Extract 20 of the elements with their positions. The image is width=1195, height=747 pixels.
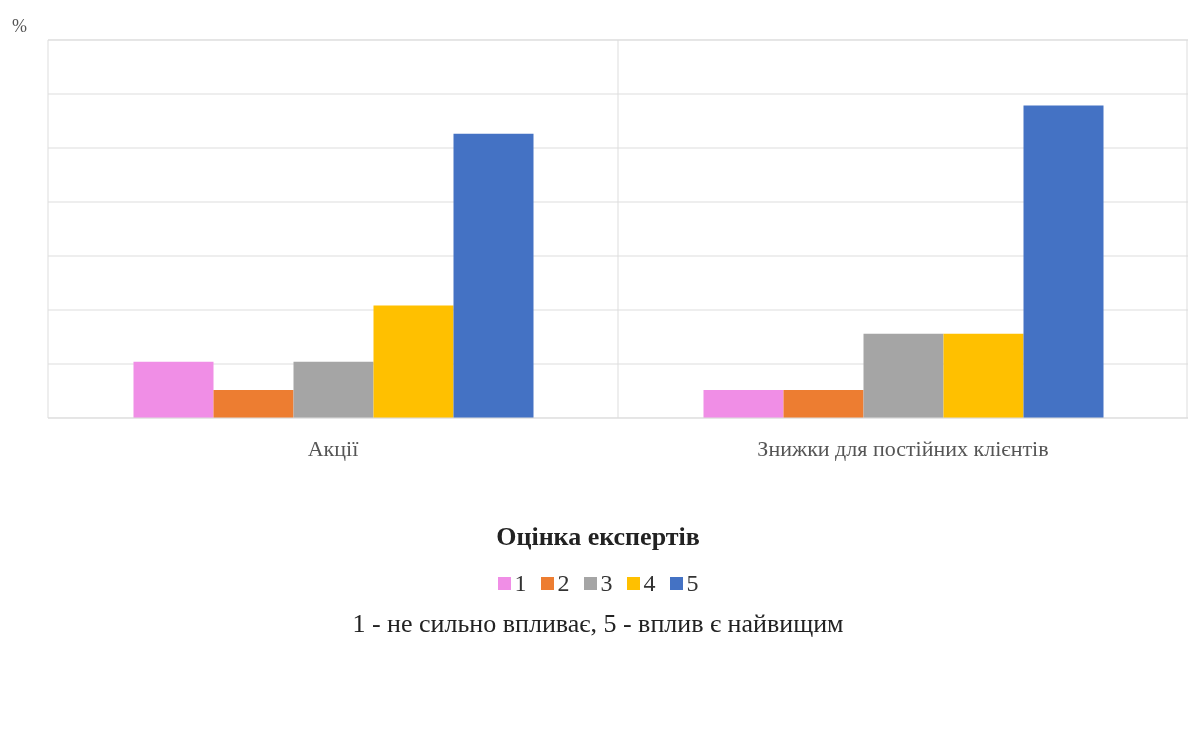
legend-label: 2 (556, 570, 570, 597)
bar (133, 361, 214, 418)
legend-title: Оцінка експертів (495, 522, 701, 552)
text: 1 - не сильно впливає, 5 - вплив є найвищим (351, 609, 845, 639)
x-tick-label: Знижки для постійних клієнтів (757, 435, 1049, 461)
bar (703, 389, 784, 418)
bar (943, 333, 1024, 418)
bar (783, 389, 864, 418)
legend-label: 3 (599, 570, 613, 597)
bar (863, 333, 944, 418)
x-tick-label: Акції (307, 435, 360, 461)
legend-label: 4 (642, 570, 656, 597)
bar (293, 361, 374, 418)
legend-label: 5 (685, 570, 699, 597)
bar (453, 133, 534, 418)
y-axis-title: % (12, 16, 27, 37)
bar (1023, 105, 1104, 418)
bar (373, 305, 454, 418)
legend-label: 1 (513, 570, 527, 597)
bar (213, 389, 294, 418)
